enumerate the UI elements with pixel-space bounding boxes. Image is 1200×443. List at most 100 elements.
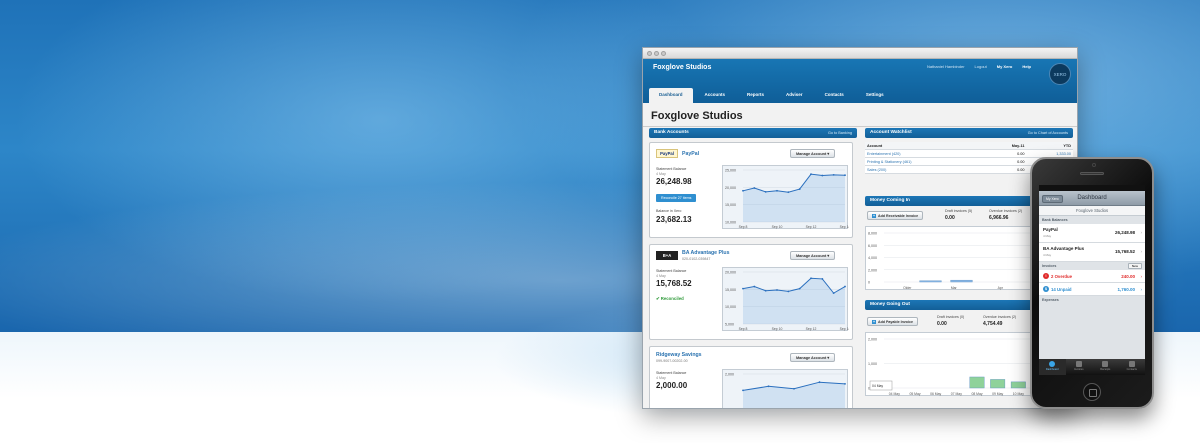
- paypal-logo: PayPal: [656, 149, 678, 158]
- data-point: [767, 385, 770, 388]
- phone-status-bar: [1039, 185, 1145, 191]
- page-title: Foxglove Studios: [651, 110, 743, 122]
- statement-date: 4 May: [656, 172, 666, 176]
- data-point: [764, 289, 767, 292]
- statement-balance-value: 26,248.98: [656, 177, 692, 186]
- data-point: [742, 389, 744, 392]
- overdue-value: 240.00: [1121, 274, 1135, 279]
- x-tick-label: Sep 10: [772, 225, 783, 229]
- back-button[interactable]: My Xero: [1042, 194, 1063, 203]
- data-point: [753, 187, 756, 189]
- overdue-label: 2 Overdue: [1051, 274, 1073, 279]
- data-point: [793, 387, 795, 390]
- y-tick-label: 2,000: [868, 268, 877, 272]
- account-cell[interactable]: Sales (200): [865, 165, 986, 174]
- chart-of-accounts-link[interactable]: Go to Chart of Accounts: [1027, 130, 1068, 135]
- manage-account-button[interactable]: Manage Account ▾: [790, 251, 836, 260]
- unpaid-label: 14 Unpaid: [1051, 287, 1072, 292]
- go-to-banking-link[interactable]: Go to Banking: [827, 130, 852, 135]
- draft-invoices-label[interactable]: Draft invoices (5): [945, 209, 973, 213]
- phone-tab-contacts[interactable]: Contacts: [1119, 359, 1146, 375]
- window-minimize-button[interactable]: [654, 51, 659, 56]
- my-xero-menu[interactable]: My Xero: [996, 64, 1013, 69]
- tab-contacts[interactable]: Contacts: [824, 92, 844, 97]
- table-row[interactable]: Entertainment (420) 0.00 1,333.00: [865, 149, 1073, 158]
- new-invoice-button[interactable]: New: [1127, 263, 1142, 269]
- chevron-right-icon: ›: [1140, 274, 1143, 279]
- org-name[interactable]: Foxglove Studios: [653, 64, 712, 71]
- phone-tab-receipts[interactable]: Receipts: [1092, 359, 1119, 375]
- add-payable-invoice-button[interactable]: + Add Payable Invoice: [867, 317, 918, 326]
- data-point: [753, 285, 756, 288]
- manage-account-button[interactable]: Manage Account ▾: [790, 149, 836, 158]
- balance-in-xero-value: 23,682.13: [656, 215, 692, 224]
- y-tick-label: 15,000: [725, 288, 736, 292]
- series-line: [742, 173, 846, 193]
- help-menu[interactable]: Help: [1022, 64, 1031, 69]
- tab-adviser[interactable]: Adviser: [786, 92, 803, 97]
- account-cell[interactable]: Printing & Stationery (461): [865, 157, 986, 166]
- x-tick-label: Apr: [998, 286, 1004, 290]
- month-cell: 0.00: [985, 157, 1027, 166]
- phone-tab-dashboard[interactable]: Dashboard: [1039, 359, 1066, 375]
- account-cell[interactable]: Entertainment (420): [865, 149, 986, 158]
- app-header: Foxglove Studios Nathaniel Hambinder Log…: [643, 59, 1077, 103]
- bank-account-card-ridgeway: Ridgeway Savings 099-9007-00202-00 Manag…: [649, 346, 853, 408]
- x-tick-label: 10 May: [1013, 392, 1024, 396]
- add-receivable-invoice-button[interactable]: + Add Receivable Invoice: [867, 211, 924, 220]
- unpaid-row[interactable]: $ 14 Unpaid 1,760.00 ›: [1039, 283, 1145, 296]
- statement-balance-label: Statement Balance: [656, 269, 687, 273]
- y-tick-label: 20,000: [725, 271, 736, 275]
- tab-accounts[interactable]: Accounts: [704, 92, 726, 97]
- data-point: [818, 381, 821, 384]
- list-item[interactable]: PayPal 4 May 26,248.98 ›: [1039, 224, 1145, 243]
- logout-link[interactable]: Logout: [974, 64, 987, 69]
- phone-camera: [1092, 163, 1096, 167]
- month-cell: 0.00: [985, 165, 1027, 174]
- account-name[interactable]: PayPal: [682, 151, 700, 157]
- x-tick-label: Sep 10: [772, 327, 783, 331]
- phone-tab-invoices[interactable]: Invoices: [1066, 359, 1093, 375]
- phone-org-name: Foxglove Studios: [1039, 206, 1145, 216]
- phone-tab-bar: Dashboard Invoices Receipts Contacts: [1039, 359, 1145, 375]
- window-titlebar: [643, 48, 1077, 59]
- overdue-invoices-label[interactable]: Overdue invoices (2): [983, 315, 1017, 319]
- ba-logo: B+A: [656, 251, 678, 260]
- desktop-app-window: Foxglove Studios Nathaniel Hambinder Log…: [642, 47, 1078, 409]
- window-close-button[interactable]: [647, 51, 652, 56]
- list-item[interactable]: BA Advantage Plus 4 May 15,768.52 ›: [1039, 243, 1145, 262]
- tab-dashboard[interactable]: Dashboard: [649, 88, 693, 103]
- account-name[interactable]: Ridgeway Savings: [656, 352, 702, 358]
- phone-home-button[interactable]: [1083, 383, 1101, 401]
- window-zoom-button[interactable]: [661, 51, 666, 56]
- statement-date: 4 May: [656, 376, 666, 380]
- column-header: May-11: [985, 142, 1027, 150]
- user-name-link[interactable]: Nathaniel Hambinder: [926, 64, 965, 69]
- data-point: [787, 290, 790, 293]
- overdue-invoices-label[interactable]: Overdue invoices (2): [989, 209, 1023, 213]
- reconcile-button[interactable]: Reconcile 27 items: [656, 194, 697, 202]
- bar: [919, 280, 942, 283]
- xero-logo[interactable]: XERO: [1049, 63, 1071, 85]
- y-tick-label: 10,000: [725, 221, 736, 225]
- y-tick-label: 20,000: [725, 186, 736, 190]
- y-tick-label: 2,000: [725, 373, 734, 377]
- tab-settings[interactable]: Settings: [865, 92, 884, 97]
- account-name[interactable]: BA Advantage Plus: [682, 250, 730, 256]
- tab-reports[interactable]: Reports: [747, 92, 765, 97]
- chevron-right-icon: ›: [1140, 230, 1143, 235]
- y-tick-label: 0: [868, 281, 870, 285]
- phone-screen: My Xero Dashboard Foxglove Studios Bank …: [1039, 185, 1145, 375]
- balance-line-chart-svg: 20,000 15,000 10,000 5,000 Sep 8 Sep 10 Sep 12…: [725, 271, 850, 332]
- data-point: [764, 190, 767, 193]
- manage-account-button[interactable]: Manage Account ▾: [790, 353, 836, 362]
- y-tick-label: 6,000: [868, 244, 877, 248]
- draft-invoices-label[interactable]: Draft invoices (0): [937, 315, 965, 319]
- invoices-section: Invoices New: [1039, 262, 1145, 270]
- overdue-invoices-value: 6,966.96: [989, 215, 1009, 221]
- overdue-row[interactable]: ! 2 Overdue 240.00 ›: [1039, 270, 1145, 283]
- mobile-phone: My Xero Dashboard Foxglove Studios Bank …: [1030, 157, 1154, 409]
- phone-title: Dashboard: [1077, 194, 1107, 201]
